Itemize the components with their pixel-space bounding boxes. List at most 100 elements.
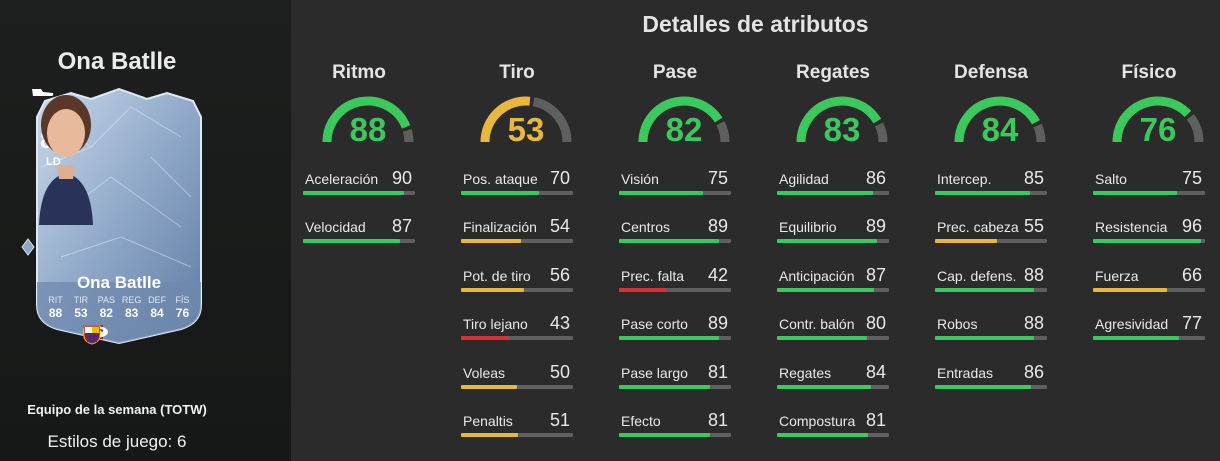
- boot-icon: [32, 89, 54, 96]
- attribute-row: Regates 84: [777, 361, 889, 405]
- player-portrait: [39, 95, 93, 225]
- card-stat-value: 53: [74, 306, 88, 320]
- attribute-value: 80: [865, 313, 886, 334]
- attribute-row: Cap. defens. 88: [935, 264, 1047, 308]
- attribute-value: 88: [1023, 264, 1044, 285]
- attribute-value: 84: [865, 361, 886, 382]
- attribute-bar-fill: [619, 287, 667, 292]
- card-stats: RIT 88 TIR 53 PAS 82 REG 83 DEF 84 FÍS 76: [43, 295, 195, 320]
- attribute-bar-fill: [777, 191, 874, 195]
- attribute-bar-track: [619, 433, 731, 437]
- attribute-name: Agilidad: [779, 171, 829, 187]
- attribute-name: Fuerza: [1095, 267, 1139, 284]
- attribute-bar-track: [619, 384, 731, 389]
- attribute-name: Regates: [779, 364, 832, 381]
- attribute-name: Entradas: [937, 364, 994, 381]
- category-value: 84: [981, 111, 1019, 148]
- attribute-name: Prec. falta: [621, 267, 685, 284]
- attribute-row: Agilidad 86: [777, 168, 889, 211]
- attribute-row: Pase largo 81: [619, 362, 731, 405]
- attribute-row: Compostura 81: [777, 410, 889, 453]
- attribute-row: Visión 75: [619, 168, 731, 211]
- card-stat-label: PAS: [97, 295, 115, 305]
- attribute-bar-track: [935, 191, 1047, 195]
- category-gauge: [954, 96, 1046, 143]
- attribute-name: Pase corto: [621, 316, 688, 333]
- attribute-bar-track: [1093, 191, 1205, 195]
- attribute-name: Penaltis: [463, 413, 513, 429]
- attribute-row: Intercep. 85: [935, 168, 1047, 211]
- card-stat-label: REG: [121, 295, 142, 305]
- category-value: 76: [1139, 111, 1177, 148]
- attribute-bar-fill: [303, 191, 404, 195]
- card-stat: FÍS 76: [170, 295, 195, 320]
- attribute-bar-fill: [461, 384, 517, 389]
- page-title: Detalles de atributos: [642, 11, 869, 37]
- attribute-value: 42: [707, 264, 728, 285]
- attribute-bar-fill: [1093, 239, 1201, 244]
- attribute-row: Anticipación 87: [777, 265, 889, 308]
- play-styles-count[interactable]: Estilos de juego: 6: [47, 432, 187, 451]
- attribute-bar-track: [935, 239, 1047, 244]
- card-badge-icon: [21, 238, 35, 256]
- attribute-value: 86: [865, 168, 886, 188]
- gauge-track: [532, 97, 572, 143]
- attribute-row: Voleas 50: [461, 362, 573, 405]
- attribute-name: Cap. defens.: [937, 267, 1017, 284]
- card-stat-value: 88: [48, 306, 63, 320]
- attribute-bar-track: [777, 239, 889, 244]
- attribute-name: Intercep.: [937, 171, 992, 187]
- attribute-name: Visión: [621, 171, 659, 187]
- gauge-track: [402, 129, 414, 143]
- attribute-value: 89: [707, 313, 728, 334]
- gauge-track: [1186, 113, 1204, 143]
- category-value: 88: [349, 111, 387, 148]
- attribute-name: Efecto: [621, 413, 661, 429]
- attribute-row: Penaltis 51: [461, 410, 573, 453]
- card-stat-value: 83: [124, 306, 139, 320]
- attribute-value: 96: [1181, 216, 1202, 237]
- category-value: 83: [823, 111, 861, 148]
- attribute-bar-fill: [461, 433, 519, 437]
- card-stat: PAS 82: [94, 295, 119, 320]
- attribute-bar-track: [777, 433, 889, 437]
- category-gauge: [638, 96, 730, 143]
- attribute-bar-fill: [619, 239, 719, 244]
- category-value: 53: [507, 111, 545, 148]
- attribute-bar-track: [777, 384, 889, 389]
- attribute-row: Prec. cabeza 55: [935, 216, 1047, 259]
- card-stat: REG 83: [119, 295, 144, 320]
- attribute-value: 66: [1181, 264, 1202, 285]
- card-stat-label: RIT: [48, 295, 63, 305]
- attribute-bar-track: [619, 191, 731, 195]
- attribute-name: Velocidad: [305, 219, 366, 236]
- attribute-name: Voleas: [463, 364, 506, 381]
- player-panel: Ona Batlle 87 LD Ona Batlle: [0, 0, 291, 461]
- attribute-bar-fill: [1093, 191, 1177, 195]
- attribute-bar-fill: [777, 239, 877, 244]
- attribute-bar-fill: [777, 433, 868, 437]
- attribute-bar-fill: [461, 239, 522, 244]
- category-name: Tiro: [499, 62, 535, 83]
- attribute-bar-track: [935, 287, 1047, 292]
- gauge-fill: [480, 96, 531, 143]
- attribute-bar-track: [619, 239, 731, 244]
- card-stat-label: TIR: [73, 295, 89, 305]
- card-type-label: Equipo de la semana (TOTW): [27, 402, 207, 417]
- attribute-value: 89: [707, 216, 728, 237]
- attribute-value: 75: [1181, 168, 1202, 188]
- attribute-bar-track: [303, 239, 415, 244]
- attribute-bar-track: [303, 191, 415, 195]
- attribute-bar-track: [1093, 239, 1205, 244]
- card-stat: TIR 53: [68, 295, 93, 320]
- attribute-bar-fill: [1093, 287, 1167, 292]
- gauge-fill: [796, 96, 882, 143]
- attribute-row: Centros 89: [619, 216, 731, 259]
- category-gauge: [1112, 96, 1204, 143]
- category-name: Regates: [796, 62, 870, 83]
- attribute-bar-fill: [619, 336, 719, 341]
- gauge-fill: [638, 96, 723, 143]
- attribute-row: Entradas 86: [935, 362, 1047, 405]
- attribute-value: 55: [1023, 216, 1044, 237]
